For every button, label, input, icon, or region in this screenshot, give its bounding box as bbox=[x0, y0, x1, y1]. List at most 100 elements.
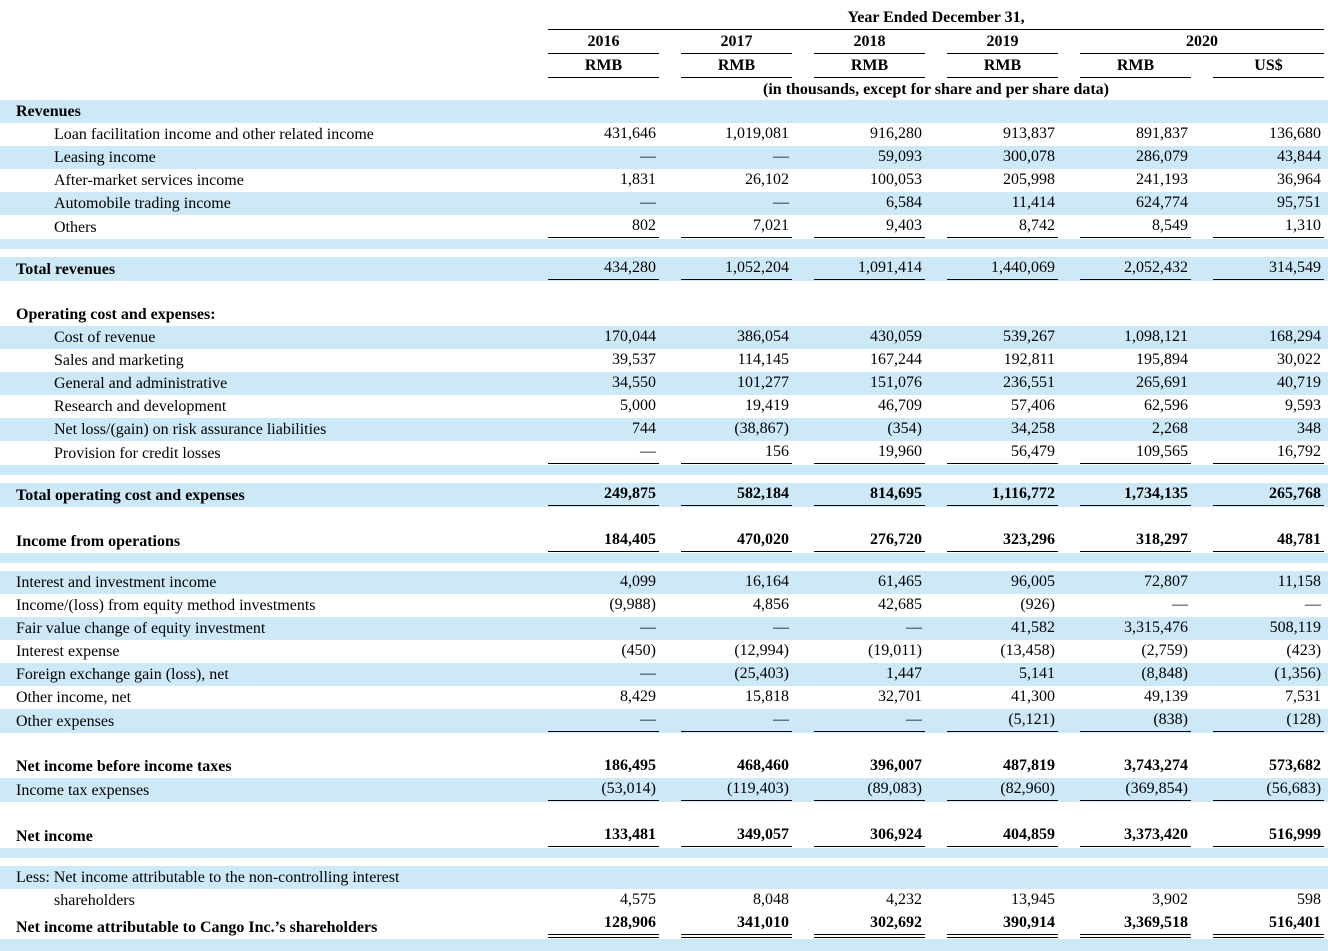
cell-value: 128,906 bbox=[548, 913, 659, 938]
cell-value: (53,014) bbox=[548, 779, 659, 801]
row-label: Net income bbox=[16, 828, 93, 845]
table-row: Operating cost and expenses: bbox=[0, 303, 1328, 326]
cell-value: — bbox=[773, 619, 789, 636]
table-row: Net income before income taxes 186,495 468… bbox=[0, 755, 1328, 778]
table-row: Loan facilitation income and other relat… bbox=[0, 123, 1328, 146]
table-row: Provision for credit losses — 156 19,960 56,… bbox=[0, 441, 1328, 465]
cell-value: 41,300 bbox=[1011, 688, 1055, 705]
cell-value: 1,019,081 bbox=[725, 125, 789, 142]
cell-value: 744 bbox=[632, 420, 656, 437]
row-label: Income tax expenses bbox=[0, 778, 530, 802]
cell-value: 49,139 bbox=[1144, 688, 1188, 705]
cell-value: 101,277 bbox=[737, 374, 789, 391]
spacer-row bbox=[0, 553, 1328, 563]
cell-value: 487,819 bbox=[1003, 757, 1055, 774]
table-note: (in thousands, except for share and per … bbox=[763, 81, 1109, 98]
cell-value: 434,280 bbox=[548, 258, 659, 280]
cell-value bbox=[1213, 101, 1324, 122]
cell-value: 1,734,135 bbox=[1080, 484, 1191, 506]
cell-value: 1,310 bbox=[1213, 216, 1325, 238]
period-header: Year Ended December 31, bbox=[548, 7, 1325, 30]
cell-value: 1,440,069 bbox=[947, 258, 1058, 280]
row-label: Net income before income taxes bbox=[16, 758, 232, 775]
header-spacer-cell bbox=[0, 30, 530, 54]
cell-value: — bbox=[640, 665, 656, 682]
row-label: Revenues bbox=[0, 100, 530, 123]
cell-value: 168,294 bbox=[1269, 328, 1322, 345]
cell-value: 4,232 bbox=[886, 891, 922, 908]
cell-value bbox=[548, 867, 659, 888]
table-row: shareholders 4,575 8,048 4,232 13,945 3,902 59… bbox=[0, 889, 1328, 912]
cell-value: (82,960) bbox=[947, 779, 1058, 801]
row-label: Less: Net income attributable to the non… bbox=[0, 866, 530, 889]
row-label: Total revenues bbox=[0, 257, 530, 281]
cell-value: 15,818 bbox=[745, 688, 789, 705]
cell-value: — bbox=[548, 442, 659, 464]
cell-value: 48,781 bbox=[1213, 530, 1325, 552]
row-label: Income/(loss) from equity method investm… bbox=[16, 597, 316, 614]
cell-value: (12,994) bbox=[734, 642, 789, 659]
cell-value: (450) bbox=[621, 642, 656, 659]
cell-value: 341,010 bbox=[681, 913, 792, 938]
cell-value: 265,768 bbox=[1213, 484, 1325, 506]
cell-value: 8,742 bbox=[947, 216, 1058, 238]
cell-value: 100,053 bbox=[870, 171, 922, 188]
cell-value: 468,460 bbox=[737, 757, 789, 774]
cell-value: — bbox=[1305, 596, 1322, 613]
cell-value: 95,751 bbox=[1277, 194, 1322, 211]
cell-value bbox=[681, 867, 792, 888]
cell-value: 9,593 bbox=[1285, 397, 1322, 414]
cell-value: 170,044 bbox=[604, 328, 656, 345]
cell-value: 573,682 bbox=[1269, 757, 1322, 774]
cell-value: 4,575 bbox=[620, 891, 656, 908]
cell-value: 302,692 bbox=[814, 913, 925, 938]
cell-value: 136,680 bbox=[1269, 125, 1322, 142]
cell-value: 1,831 bbox=[620, 171, 656, 188]
row-label: Fair value change of equity investment bbox=[0, 617, 530, 640]
table-row: Net income 133,481 349,057 306,924 404,859 3,… bbox=[0, 824, 1328, 848]
cell-value bbox=[1080, 867, 1191, 888]
cell-value: 62,596 bbox=[1144, 397, 1188, 414]
cell-value: (89,083) bbox=[814, 779, 925, 801]
currency-header: RMB bbox=[530, 54, 663, 78]
year-header: 2019 bbox=[929, 30, 1062, 54]
cell-value: — bbox=[640, 148, 656, 165]
cell-value: 5,141 bbox=[1019, 665, 1055, 682]
table-row: Leasing income — — 59,093 300,078 286,079 43,8… bbox=[0, 146, 1328, 169]
cell-value bbox=[1080, 101, 1191, 122]
cell-value: 2,268 bbox=[1152, 420, 1188, 437]
cell-value: 57,406 bbox=[1011, 397, 1055, 414]
cell-value: 32,701 bbox=[878, 688, 922, 705]
cell-value: (5,121) bbox=[947, 710, 1058, 732]
cell-value: 39,537 bbox=[612, 351, 656, 368]
cell-value bbox=[947, 304, 1058, 325]
table-row: Income from operations 184,405 470,020 276,… bbox=[0, 529, 1328, 553]
cell-value: 300,078 bbox=[1003, 148, 1055, 165]
year-header: 2018 bbox=[796, 30, 929, 54]
cell-value: 306,924 bbox=[814, 825, 925, 847]
cell-value: 3,315,476 bbox=[1124, 619, 1188, 636]
row-label: Cost of revenue bbox=[0, 326, 530, 349]
cell-value: 184,405 bbox=[548, 530, 659, 552]
table-row: Other expenses — — — (5,121) (838) (128) bbox=[0, 709, 1328, 733]
cell-value: 265,691 bbox=[1136, 374, 1188, 391]
cell-value: — bbox=[1172, 596, 1188, 613]
header-spacer-cell bbox=[0, 54, 530, 78]
currency-header: RMB bbox=[1062, 54, 1195, 78]
year-header: 2016 bbox=[530, 30, 663, 54]
cell-value: 133,481 bbox=[548, 825, 659, 847]
cell-value: (38,867) bbox=[734, 420, 789, 437]
year-header-row: 2016 2017 2018 2019 2020 bbox=[0, 30, 1328, 54]
table-row: Net loss/(gain) on risk assurance liabil… bbox=[0, 418, 1328, 441]
spacer-row bbox=[0, 465, 1328, 475]
cell-value: 814,695 bbox=[814, 484, 925, 506]
cell-value: 72,807 bbox=[1144, 573, 1188, 590]
cell-value bbox=[1213, 304, 1324, 325]
table-row: Interest expense (450) (12,994) (19,011) (13… bbox=[0, 640, 1328, 663]
cell-value: (1,356) bbox=[1274, 665, 1322, 682]
cell-value bbox=[548, 101, 659, 122]
cell-value: (25,403) bbox=[734, 665, 789, 682]
cell-value: 4,856 bbox=[753, 596, 789, 613]
cell-value: 192,811 bbox=[1003, 351, 1055, 368]
